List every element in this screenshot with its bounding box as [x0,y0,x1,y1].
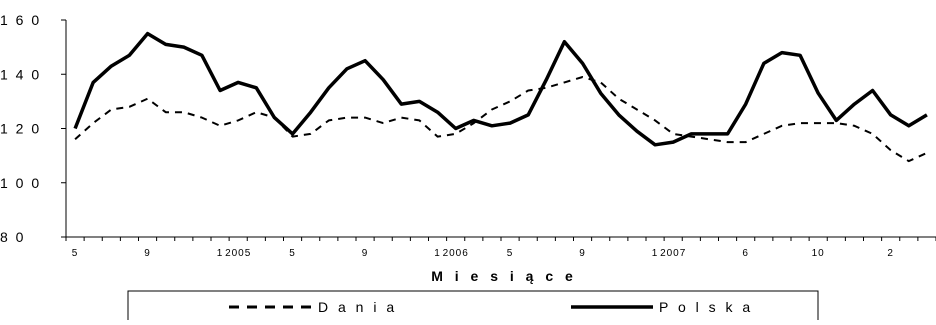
x-tick-label: 9 [579,248,586,259]
x-tick-label: 2006 [443,248,469,259]
y-tick-label: 1 0 0 [0,175,41,191]
x-tick-label: 10 [812,248,825,259]
x-tick-label: 5 [507,248,514,259]
y-tick-label: 8 0 [0,229,25,245]
y-tick-label: 1 2 0 [0,121,41,137]
legend-label-polska: P o l s k a [659,299,753,315]
y-tick-label: 1 4 0 [0,66,41,82]
axes [61,19,936,241]
x-axis-title: M i e s i ą c e [431,268,577,284]
x-tick-label: 6 [742,248,749,259]
x-tick-label: 2 [887,248,894,259]
x-tick-label: 1 [434,248,441,259]
x-tick-label: 2005 [225,248,251,259]
legend-box [127,290,819,325]
series-lines [73,31,928,163]
x-tick-labels: 5 9 1 2005 5 9 1 2006 5 9 1 2007 6 10 2 [72,248,894,259]
series-line-dania [74,76,928,163]
x-tick-label: 1 [652,248,659,259]
x-tick-label: 9 [144,248,151,259]
x-tick-label: 9 [362,248,369,259]
x-tick-label: 5 [72,248,79,259]
x-tick-label: 1 [217,248,224,259]
x-tick-label: 5 [289,248,296,259]
series-line-polska [73,31,928,147]
legend: D a n i a P o l s k a [127,290,819,325]
legend-label-dania: D a n i a [318,299,397,315]
y-tick-labels: 8 0 1 0 0 1 2 0 1 4 0 1 6 0 [0,12,41,245]
x-tick-label: 2007 [660,248,686,259]
y-tick-label: 1 6 0 [0,12,41,28]
